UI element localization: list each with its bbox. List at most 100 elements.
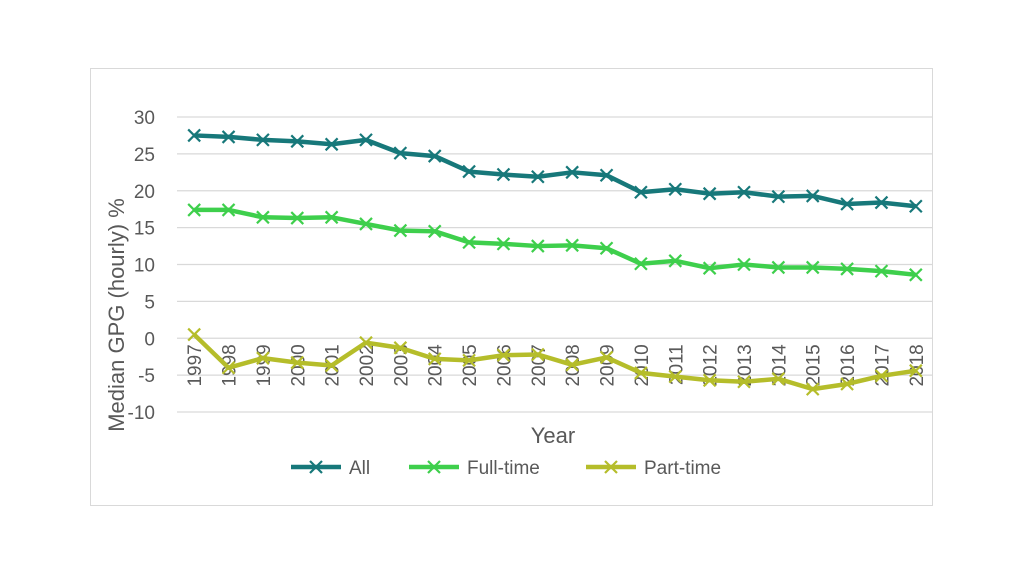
- data-point-all: [256, 133, 270, 147]
- data-point-full-time: [462, 235, 476, 250]
- y-axis-title: Median GPG (hourly) %: [104, 198, 129, 432]
- data-point-all: [805, 189, 820, 203]
- data-point-all: [874, 195, 889, 210]
- data-point-part-time: [909, 363, 923, 378]
- data-point-part-time: [737, 374, 751, 389]
- x-tick-label: 2013: [735, 344, 756, 386]
- y-tick-label: -10: [128, 403, 155, 424]
- x-tick-label: 2004: [426, 344, 447, 387]
- legend-marker-icon: [427, 460, 441, 474]
- data-point-full-time: [221, 203, 236, 217]
- x-tick-label: 2007: [529, 344, 550, 386]
- data-point-full-time: [531, 239, 545, 253]
- legend-item-all: All: [291, 458, 370, 479]
- x-tick-label: 2005: [460, 344, 481, 386]
- data-point-full-time: [256, 210, 270, 225]
- data-point-full-time: [496, 237, 511, 251]
- data-point-all: [187, 128, 201, 143]
- data-point-part-time: [290, 355, 305, 370]
- data-point-full-time: [805, 260, 820, 275]
- data-point-all: [290, 134, 305, 149]
- data-point-full-time: [599, 241, 614, 256]
- y-tick-label: 15: [134, 219, 155, 240]
- series-all: [187, 128, 923, 214]
- y-tick-label: 5: [144, 292, 155, 313]
- data-point-part-time: [256, 351, 270, 365]
- data-point-full-time: [290, 211, 305, 225]
- data-point-part-time: [187, 327, 201, 342]
- data-point-part-time: [702, 373, 717, 388]
- data-point-part-time: [874, 369, 889, 383]
- data-point-part-time: [427, 352, 442, 366]
- legend-label: All: [349, 458, 370, 479]
- data-point-part-time: [668, 369, 683, 384]
- y-tick-label: -5: [138, 366, 155, 387]
- data-point-part-time: [805, 382, 820, 396]
- data-point-part-time: [393, 341, 408, 355]
- data-point-all: [634, 185, 648, 200]
- x-tick-label: 2010: [632, 344, 653, 386]
- data-point-full-time: [359, 217, 373, 231]
- data-point-all: [462, 164, 476, 179]
- x-tick-label: 2009: [598, 344, 619, 386]
- data-point-all: [599, 168, 614, 183]
- data-point-full-time: [702, 261, 717, 275]
- data-point-all: [531, 169, 545, 184]
- legend-marker-icon: [604, 460, 618, 474]
- y-axis-tick-labels: 30 25 20 15 10 5 0 -5 -10: [128, 108, 155, 424]
- data-point-part-time: [771, 372, 786, 386]
- data-point-full-time: [840, 262, 854, 276]
- x-tick-label: 2015: [804, 344, 825, 386]
- data-point-full-time: [565, 238, 579, 253]
- legend-marker-icon: [309, 460, 323, 474]
- legend-label: Part-time: [644, 458, 721, 479]
- legend-label: Full-time: [467, 458, 540, 479]
- x-tick-label: 1999: [254, 344, 275, 386]
- data-point-full-time: [187, 203, 201, 217]
- x-tick-label: 2003: [391, 344, 412, 386]
- data-point-part-time: [531, 347, 545, 362]
- data-point-part-time: [324, 358, 339, 373]
- gridlines: [177, 116, 933, 413]
- data-point-all: [324, 137, 339, 152]
- data-point-full-time: [771, 260, 786, 275]
- data-point-part-time: [565, 358, 579, 372]
- data-point-all: [427, 149, 442, 163]
- chart-area: 30 25 20 15 10 5 0 -5 -10 1997 1998 1999 2000 2001 20…: [90, 68, 933, 506]
- series-full-time: [187, 203, 923, 282]
- data-point-full-time: [909, 268, 923, 282]
- data-point-all: [393, 146, 408, 160]
- data-point-all: [565, 165, 579, 180]
- data-point-full-time: [324, 210, 339, 225]
- series-line-all: [194, 133, 917, 209]
- data-point-all: [496, 167, 511, 182]
- data-point-part-time: [359, 335, 373, 350]
- data-point-part-time: [221, 360, 236, 375]
- series-line-full-time: [194, 207, 917, 278]
- series-part-time: [187, 327, 923, 396]
- y-tick-label: 30: [134, 108, 155, 129]
- data-point-part-time: [599, 350, 614, 365]
- data-point-full-time: [393, 223, 408, 238]
- data-point-part-time: [462, 353, 476, 368]
- x-axis-tick-labels: 1997 1998 1999 2000 2001 2002 2003 2004 2005 2006…: [185, 344, 928, 387]
- data-point-all: [840, 197, 854, 211]
- data-point-full-time: [634, 256, 648, 271]
- series-group: [187, 128, 923, 396]
- y-tick-label: 10: [134, 256, 155, 277]
- data-point-full-time: [668, 254, 683, 268]
- x-axis-title: Year: [531, 423, 575, 448]
- data-point-part-time: [496, 348, 511, 362]
- data-point-all: [359, 133, 373, 147]
- data-point-all: [771, 189, 786, 204]
- data-point-full-time: [737, 257, 751, 272]
- y-tick-label: 25: [134, 145, 155, 166]
- data-point-full-time: [874, 264, 889, 278]
- x-tick-label: 2002: [357, 344, 378, 386]
- data-point-full-time: [427, 224, 442, 239]
- series-line-part-time: [192, 332, 917, 392]
- x-tick-label: 2016: [838, 344, 859, 386]
- y-tick-label: 20: [134, 182, 155, 203]
- data-point-part-time: [634, 366, 648, 380]
- x-tick-label: 1997: [185, 344, 206, 386]
